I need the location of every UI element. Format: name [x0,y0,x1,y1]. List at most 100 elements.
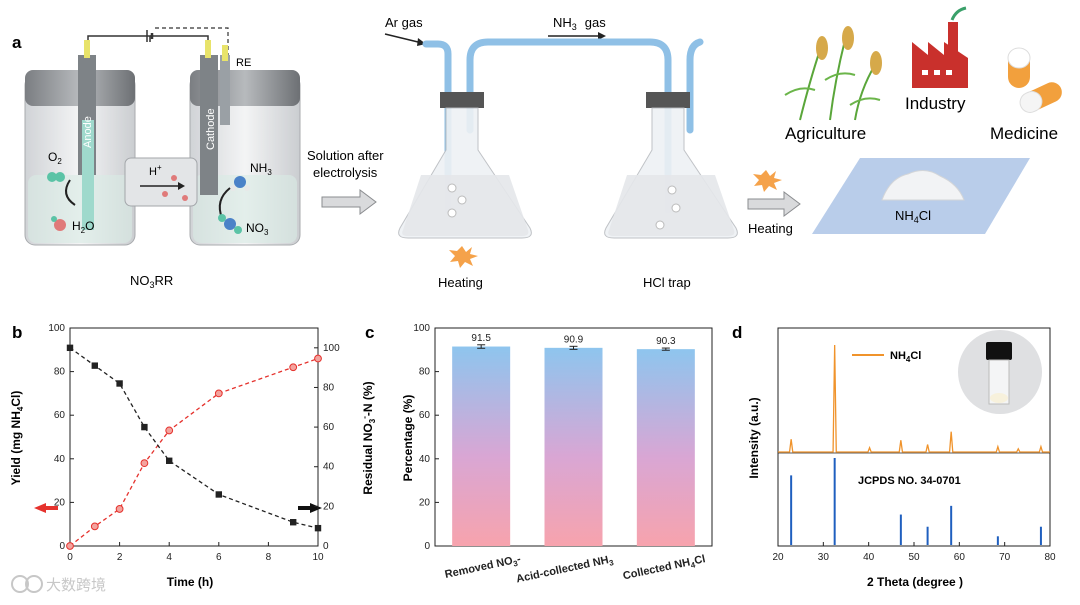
c-data-label: 90.3 [656,336,676,347]
svg-text:H2O: H2O [72,219,94,235]
b-point-yield [66,542,74,550]
d-xtick-label: 80 [1044,552,1056,563]
b-xtick-label: 10 [312,552,324,563]
b-ytick-right-label: 100 [323,343,340,354]
b-ylabel-left-end: Cl) [9,391,23,407]
proton-sup: + [157,163,162,172]
transfer-arrow [321,189,377,215]
heating-flame-icon-2 [753,170,782,192]
d-xtick-label: 60 [954,552,966,563]
d-reference-label: JCPDS NO. 34-0701 [858,475,961,487]
heating-flame-icon [449,246,478,268]
d-legend-end: Cl [910,350,921,362]
no3-label: NO [246,221,264,235]
c-data-label: 91.5 [471,333,491,344]
c-ytick-label: 20 [419,497,431,508]
panel-label-b: b [12,323,22,342]
b-point-yield [165,426,174,435]
nh3-sub: 3 [267,168,272,177]
b-ytick-right-label: 60 [323,422,335,433]
b-point-residual [290,519,297,526]
c-ytick-label: 80 [419,367,431,378]
c-ylabel: Percentage (%) [401,395,415,482]
nh3-molecule [230,176,250,191]
d-xrd-pattern [778,344,1050,453]
svg-text:NO3: NO3 [246,221,269,237]
b-xtick-label: 8 [266,552,272,563]
vial-photo [958,330,1042,414]
d-xtick-label: 50 [908,552,920,563]
nh3-gas-end: gas [585,15,606,30]
heating-arrow [747,191,801,217]
d-xtick-label: 30 [818,552,830,563]
b-plot-frame [69,327,319,547]
b-point-residual [91,362,98,369]
c-ytick-label: 40 [419,454,431,465]
heating-flask [398,92,532,239]
d-xtick-label: 40 [863,552,875,563]
b-point-residual [215,491,222,498]
b-ylabel-right: Residual NO [361,423,375,494]
b-point-residual [166,457,173,464]
cell-caption-end: RR [155,273,174,288]
o2-molecule [47,172,65,182]
proton-label: H [149,166,157,178]
c-category-label: Removed NO3- [444,553,523,583]
d-legend-sub: 4 [906,355,911,364]
b-left-arrow [34,503,58,513]
b-ylabel-right-sub: 3 [368,418,377,423]
watermark-text: 大数跨境 [46,576,106,594]
svg-text:NH3: NH3 [250,161,272,177]
c-category-label: Collected NH4Cl [622,553,707,584]
o2-label: O [48,150,57,164]
use-industry: Industry [905,94,966,113]
b-ylabel-left-sub: 4 [16,406,25,411]
c-ytick-label: 60 [419,410,431,421]
hcl-trap-label: HCl trap [643,275,691,290]
b-ylabel-left: Yield (mg NH [9,411,23,485]
product-end: Cl [919,208,931,223]
cell-caption: NO [130,273,150,288]
svg-text:H+: H+ [149,163,162,178]
b-ylabel-right-sup: - [360,416,369,419]
svg-text:Residual NO3--N (%): Residual NO3--N (%) [360,381,377,494]
use-medicine: Medicine [990,124,1058,143]
b-point-yield [140,459,149,468]
no3-sub: 3 [264,228,269,237]
b-point-yield [90,522,99,531]
h2o-molecule [51,216,66,231]
panel-c: c Percentage (%) 0 20 40 60 80 100 91.5 Removed… [365,323,713,585]
electrolysis-cell: Anode Cathode RE H+ O2 [24,27,301,290]
wheat-icon [784,26,882,121]
panel-d: d Intensity (a.u.) 2 Theta (degree ) NH4… [732,323,1056,589]
svg-text:Yield (mg NH4Cl): Yield (mg NH4Cl) [9,391,25,486]
h2o-label: H [72,219,81,233]
d-ylabel: Intensity (a.u.) [747,397,761,478]
product-plate [812,158,1030,234]
b-point-residual [116,380,123,387]
ar-gas-label: Ar gas [385,15,423,30]
panel-label-c: c [365,323,374,342]
transfer-label-1: Solution after [307,148,384,163]
d-legend-label: NH [890,350,906,362]
b-right-arrow [298,503,322,513]
svg-text:NO3RR: NO3RR [130,273,173,290]
b-point-yield [115,505,124,513]
b-point-yield [214,389,223,398]
b-ytick-left-label: 40 [54,454,66,465]
svg-text:NH4Cl: NH4Cl [895,208,931,225]
b-ytick-left-label: 100 [48,323,65,334]
b-ylabel-right-end: -N (%) [361,381,375,416]
panel-b: b Yield (mg NH4Cl) Residual NO3--N (%) T… [9,323,377,589]
c-bar [636,349,695,546]
heating-label-2: Heating [748,221,793,236]
b-point-residual [66,344,74,352]
nh3-gas-sub: 3 [572,22,577,32]
panel-label-d: d [732,323,742,342]
b-xlabel: Time (h) [167,575,213,589]
cathode-label: Cathode [205,108,217,150]
transfer-label-2: electrolysis [313,165,378,180]
b-ytick-left-label: 20 [54,497,66,508]
no3-molecule [218,214,242,234]
